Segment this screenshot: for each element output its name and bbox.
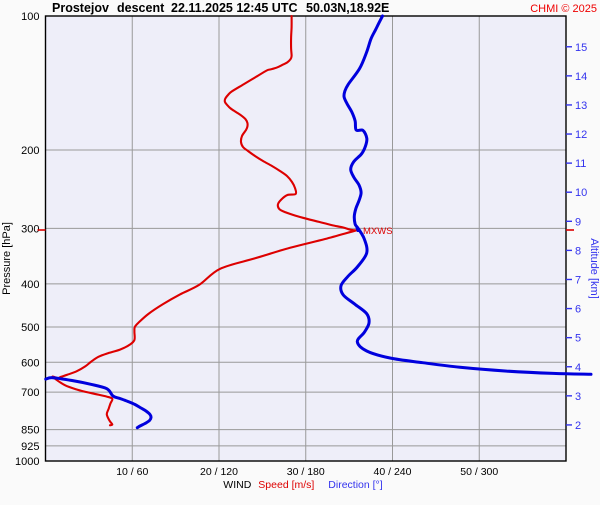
- svg-text:9: 9: [575, 216, 581, 228]
- svg-text:Pressure [hPa]: Pressure [hPa]: [1, 222, 13, 295]
- svg-text:14: 14: [575, 71, 587, 83]
- svg-text:20 / 120: 20 / 120: [200, 466, 238, 478]
- svg-text:6: 6: [575, 304, 581, 316]
- svg-text:600: 600: [21, 357, 39, 369]
- svg-text:MXWS: MXWS: [363, 226, 393, 237]
- svg-text:12: 12: [575, 129, 587, 141]
- svg-text:5: 5: [575, 333, 581, 345]
- svg-text:8: 8: [575, 245, 581, 257]
- svg-text:2: 2: [575, 420, 581, 432]
- svg-text:CHMI © 2025: CHMI © 2025: [530, 3, 597, 15]
- svg-text:400: 400: [21, 279, 39, 291]
- svg-text:10 / 60: 10 / 60: [116, 466, 148, 478]
- svg-text:Prostejov: Prostejov: [52, 1, 109, 15]
- svg-text:7: 7: [575, 274, 581, 286]
- svg-text:13: 13: [575, 100, 587, 112]
- svg-text:11: 11: [575, 158, 586, 170]
- svg-text:30 / 180: 30 / 180: [287, 466, 325, 478]
- svg-text:15: 15: [575, 42, 587, 54]
- svg-text:500: 500: [21, 322, 39, 334]
- svg-text:1000: 1000: [15, 456, 39, 468]
- svg-text:300: 300: [21, 223, 39, 235]
- svg-text:descent: descent: [117, 1, 165, 15]
- svg-text:4: 4: [575, 362, 581, 374]
- svg-text:925: 925: [21, 441, 39, 453]
- svg-text:3: 3: [575, 391, 581, 403]
- svg-text:Speed [m/s]: Speed [m/s]: [258, 479, 314, 491]
- svg-text:100: 100: [21, 11, 39, 23]
- svg-text:Altitude [km]: Altitude [km]: [588, 238, 600, 299]
- svg-text:Direction [°]: Direction [°]: [328, 479, 382, 491]
- svg-text:22.11.2025 12:45 UTC: 22.11.2025 12:45 UTC: [171, 1, 297, 15]
- svg-text:200: 200: [21, 145, 39, 157]
- svg-text:10: 10: [575, 187, 587, 199]
- svg-text:850: 850: [21, 425, 39, 437]
- svg-text:50.03N,18.92E: 50.03N,18.92E: [306, 1, 389, 15]
- svg-text:700: 700: [21, 387, 39, 399]
- svg-text:40 / 240: 40 / 240: [374, 466, 412, 478]
- svg-text:WIND: WIND: [223, 479, 251, 491]
- svg-text:50 / 300: 50 / 300: [460, 466, 498, 478]
